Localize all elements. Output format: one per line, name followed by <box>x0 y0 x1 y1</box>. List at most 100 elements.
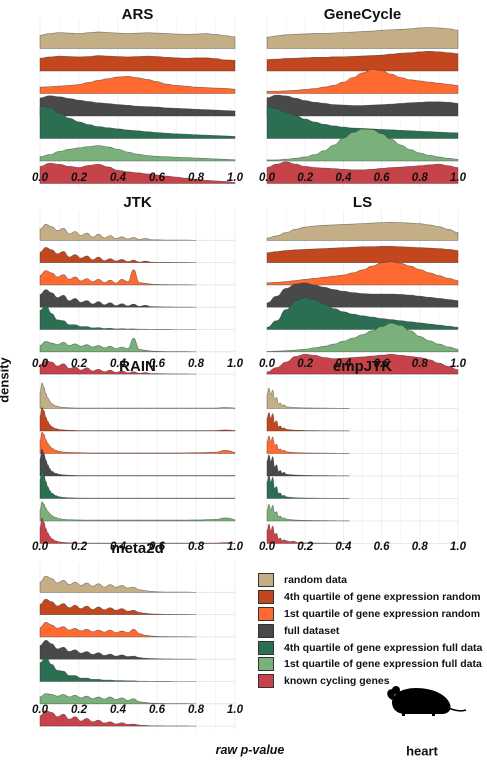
ridge-1st-quartile-of-gene-expression-random <box>39 269 197 286</box>
x-tick-label: 0.2 <box>71 172 87 184</box>
ridge-known-cycling-genes <box>39 517 236 544</box>
ridge-known-cycling-genes <box>266 161 459 184</box>
x-tick-label: 0.4 <box>335 358 352 370</box>
x-tick-label: 0.2 <box>71 358 87 370</box>
ridge-1st-quartile-of-gene-expression-random <box>39 76 236 94</box>
ridge-1st-quartile-of-gene-expression-full-data <box>39 693 197 705</box>
legend-swatch <box>258 657 274 672</box>
x-tick-label: 0.0 <box>259 358 275 370</box>
panel-title: empJTK <box>332 358 393 375</box>
legend-swatch <box>258 590 274 605</box>
ridge-4th-quartile-of-gene-expression-full-data <box>266 297 459 330</box>
ridge-1st-quartile-of-gene-expression-full-data <box>39 337 197 353</box>
legend-item: random data <box>258 572 487 589</box>
panel-title: LS <box>352 194 373 211</box>
ridge-4th-quartile-of-gene-expression-random <box>266 246 459 263</box>
legend-label: 1st quartile of gene expression full dat… <box>284 658 482 671</box>
panel-meta2d <box>39 562 236 731</box>
ridge-1st-quartile-of-gene-expression-random <box>266 261 459 286</box>
x-tick-label: 0.0 <box>32 541 48 553</box>
panel-empjtk <box>266 378 459 548</box>
ridge-4th-quartile-of-gene-expression-random <box>39 55 236 72</box>
ridge-4th-quartile-of-gene-expression-full-data <box>266 106 459 139</box>
ridge-full-dataset <box>266 94 459 117</box>
ridge-4th-quartile-of-gene-expression-random <box>39 247 197 263</box>
legend-swatch <box>258 674 274 689</box>
legend-label: known cycling genes <box>284 675 390 688</box>
x-tick-label: 0.4 <box>110 541 126 553</box>
legend-item: known cycling genes <box>258 673 487 690</box>
x-tick-label: 0.0 <box>32 172 48 184</box>
x-tick-label: 0.4 <box>110 704 126 716</box>
ridge-known-cycling-genes <box>266 523 350 544</box>
legend: random data 4th quartile of gene expressi… <box>258 572 487 690</box>
x-tick-label: 0.0 <box>259 172 275 184</box>
x-tick-label: 1.0 <box>450 541 466 553</box>
panel-title: RAIN <box>119 358 156 375</box>
ridge-1st-quartile-of-gene-expression-random <box>266 69 459 94</box>
ridge-full-dataset <box>39 639 197 660</box>
ridge-1st-quartile-of-gene-expression-random <box>266 435 350 454</box>
x-tick-label: 0.2 <box>297 358 314 370</box>
legend-swatch <box>258 573 274 588</box>
x-tick-label: 1.0 <box>227 172 243 184</box>
legend-label: full dataset <box>284 624 340 637</box>
x-tick-label: 0.2 <box>71 541 87 553</box>
ridge-4th-quartile-of-gene-expression-full-data <box>39 305 196 330</box>
x-tick-label: 0.8 <box>411 541 428 553</box>
x-tick-label: 1.0 <box>227 704 243 716</box>
ridge-full-dataset <box>39 448 236 477</box>
legend-swatch <box>258 606 274 621</box>
ridge-4th-quartile-of-gene-expression-random <box>266 50 459 72</box>
x-tick-label: 0.6 <box>149 704 165 716</box>
ridge-full-dataset <box>39 289 197 308</box>
legend-item: 4th quartile of gene expression random <box>258 589 487 606</box>
ridge-4th-quartile-of-gene-expression-full-data <box>39 106 236 139</box>
ridge-1st-quartile-of-gene-expression-full-data <box>266 128 459 162</box>
ridge-4th-quartile-of-gene-expression-full-data <box>39 657 196 682</box>
x-tick-label: 0.4 <box>110 358 126 370</box>
ridge-random-data <box>266 387 350 409</box>
panel-title: ARS <box>121 6 154 23</box>
panel-ars <box>39 18 236 188</box>
x-tick-label: 0.4 <box>110 172 126 184</box>
legend-item: 1st quartile of gene expression full dat… <box>258 656 487 673</box>
ridge-full-dataset <box>39 95 236 117</box>
x-tick-label: 1.0 <box>450 358 466 370</box>
x-tick-label: 0.2 <box>297 172 314 184</box>
legend-item: 1st quartile of gene expression random <box>258 606 487 623</box>
x-tick-label: 0.8 <box>188 172 204 184</box>
ridge-random-data <box>39 382 236 409</box>
ridge-random-data <box>266 27 459 49</box>
legend-swatch <box>258 623 274 638</box>
x-tick-label: 0.8 <box>188 358 204 370</box>
ridge-1st-quartile-of-gene-expression-full-data <box>266 504 350 522</box>
x-tick-label: 0.6 <box>373 541 390 553</box>
x-tick-label: 1.0 <box>227 541 243 553</box>
ridge-random-data <box>39 575 197 593</box>
ridge-4th-quartile-of-gene-expression-full-data <box>266 474 350 499</box>
legend-swatch <box>258 640 274 655</box>
panel-title: GeneCycle <box>323 6 402 23</box>
x-tick-label: 0.0 <box>32 358 48 370</box>
x-tick-label: 0.8 <box>411 358 428 370</box>
ridge-random-data <box>39 31 236 49</box>
legend-label: 4th quartile of gene expression full dat… <box>284 641 483 654</box>
panel-title: meta2d <box>111 540 164 557</box>
ridge-random-data <box>39 223 197 241</box>
x-tick-label: 0.6 <box>149 541 165 553</box>
x-tick-label: 0.0 <box>32 704 48 716</box>
x-tick-label: 0.8 <box>411 172 428 184</box>
ridge-1st-quartile-of-gene-expression-random <box>39 621 197 638</box>
panel-ls <box>266 210 459 379</box>
ridge-1st-quartile-of-gene-expression-full-data <box>39 145 236 162</box>
x-tick-label: 0.6 <box>373 358 390 370</box>
x-tick-label: 0.8 <box>188 704 204 716</box>
legend-label: 4th quartile of gene expression random <box>284 591 481 604</box>
x-tick-label: 0.0 <box>259 541 275 553</box>
x-tick-label: 0.6 <box>373 172 390 184</box>
panel-jtk <box>39 210 236 379</box>
